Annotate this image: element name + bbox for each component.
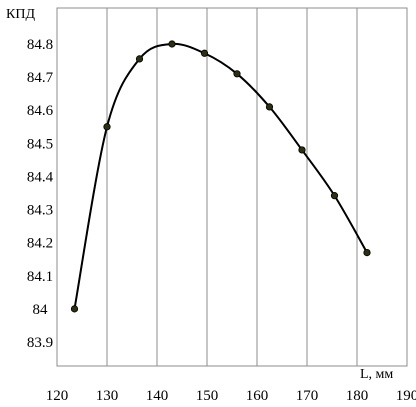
y-tick-label: 84.3 <box>27 203 53 219</box>
x-tick-label: 140 <box>146 388 169 404</box>
data-point <box>103 123 111 131</box>
y-tick-label: 84.1 <box>27 269 53 285</box>
data-point <box>233 70 241 78</box>
series-line <box>73 42 368 310</box>
data-point <box>135 55 144 63</box>
data-point <box>265 103 274 111</box>
x-tick-label: 180 <box>346 388 369 404</box>
x-tick-label: 170 <box>296 388 319 404</box>
x-tick-label: 130 <box>96 388 119 404</box>
x-tick-label: 190 <box>396 388 416 404</box>
plot-frame <box>56 7 408 367</box>
data-point <box>298 146 306 154</box>
data-point <box>363 249 371 257</box>
x-tick-label: 160 <box>246 388 269 404</box>
grid-lines <box>56 8 408 366</box>
data-point <box>330 192 339 200</box>
y-tick-label: 84.4 <box>27 169 54 185</box>
x-axis-title: L, мм <box>360 367 393 382</box>
y-tick-label: 84.6 <box>27 103 54 119</box>
data-point <box>70 305 79 313</box>
y-tick-label: 84.5 <box>27 136 53 152</box>
y-tick-label: 84 <box>33 302 49 318</box>
y-tick-label: 84.8 <box>27 37 53 53</box>
y-tick-label: 84.2 <box>27 236 53 252</box>
y-axis-title: КПД <box>6 7 35 22</box>
y-tick-label: 84.7 <box>27 70 54 86</box>
y-tick-labels: 83.9 84 84.1 84.2 84.3 84.4 84.5 84.6 84.7 84.8 <box>27 37 54 351</box>
data-point <box>200 49 209 57</box>
x-tick-label: 120 <box>46 388 69 404</box>
y-tick-label: 83.9 <box>27 335 53 351</box>
x-tick-label: 150 <box>196 388 219 404</box>
data-point <box>168 40 176 48</box>
x-tick-labels: 120 130 140 150 160 170 180 190 <box>46 388 416 404</box>
data-points <box>70 40 371 313</box>
